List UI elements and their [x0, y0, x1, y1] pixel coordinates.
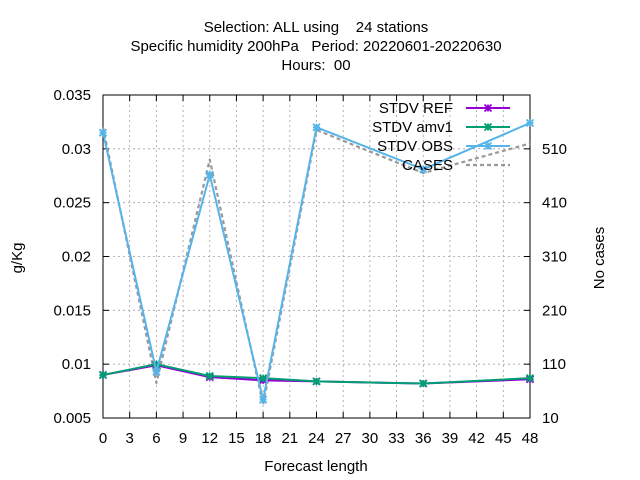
point-stdv-amv1: [419, 379, 428, 388]
y-tick-label: 0.025: [53, 195, 91, 212]
point-stdv-obs: [525, 118, 535, 128]
x-tick-label: 48: [522, 430, 539, 447]
point-stdv-obs: [205, 170, 214, 179]
x-tick-label: 30: [362, 430, 379, 447]
point-stdv-obs: [419, 165, 428, 174]
y-axis-label: g/Kg: [9, 243, 26, 274]
x-tick-label: 6: [152, 430, 160, 447]
point-stdv-obs: [152, 367, 161, 376]
y2-tick-label: 110: [542, 356, 566, 373]
y2-axis-label: No cases: [591, 227, 608, 290]
title-line-1: Selection: ALL using 24 stations: [204, 19, 429, 36]
x-tick-label: 42: [468, 430, 485, 447]
series-line-cases: [101, 127, 531, 406]
point-stdv-obs: [312, 123, 321, 132]
y2-tick-label: 10: [542, 410, 559, 427]
point-stdv-amv1: [258, 374, 268, 383]
plot-area: [98, 118, 535, 406]
y-tick-label: 0.015: [53, 302, 91, 319]
y2-tick-label: 510: [542, 141, 567, 158]
y2-tick-label: 310: [542, 249, 567, 266]
legend-label-stdv-obs: STDV OBS: [377, 138, 453, 155]
x-tick-label: 27: [335, 430, 352, 447]
plot-frame: [102, 94, 531, 419]
x-tick-label: 33: [388, 430, 405, 447]
point-stdv-amv1: [312, 377, 321, 386]
legend-marker-stdv-obs: [483, 141, 493, 151]
legend: STDV REF STDV amv1 STDV OBS CASES: [372, 100, 510, 174]
chart-title: Selection: ALL using 24 stations Specifi…: [130, 19, 501, 74]
legend-marker-stdv-amv1: [483, 122, 493, 132]
y-tick-label: 0.01: [62, 356, 91, 373]
point-stdv-obs: [258, 395, 268, 404]
y-tick-label: 0.005: [53, 410, 91, 427]
point-stdv-obs: [98, 128, 108, 137]
y2-tick-labels: 10 110 210 310 410 510: [542, 141, 567, 427]
y-tick-label: 0.035: [53, 87, 91, 104]
x-tick-label: 21: [281, 430, 298, 447]
x-tick-label: 3: [126, 430, 134, 447]
x-tick-label: 36: [415, 430, 432, 447]
point-stdv-amv1: [525, 374, 535, 383]
x-tick-label: 0: [99, 430, 107, 447]
y-tick-label: 0.02: [62, 249, 91, 266]
y-tick-label: 0.03: [62, 141, 91, 158]
x-tick-label: 45: [495, 430, 512, 447]
x-tick-label: 24: [308, 430, 325, 447]
x-tick-label: 9: [179, 430, 187, 447]
point-stdv-amv1: [205, 371, 214, 381]
legend-marker-stdv-ref: [483, 103, 493, 113]
title-line-3: Hours: 00: [281, 57, 350, 74]
grid: [103, 95, 530, 418]
y2-tick-label: 410: [542, 195, 567, 212]
point-stdv-amv1: [98, 370, 108, 380]
x-tick-labels: 0 3 6 9 12 15 18 21 24 27 30 33 36 39 42 45 48: [99, 430, 539, 447]
axes: [102, 94, 531, 419]
legend-label-stdv-ref: STDV REF: [379, 100, 453, 117]
title-line-2: Specific humidity 200hPa Period: 2022060…: [130, 38, 501, 55]
x-tick-label: 15: [228, 430, 245, 447]
legend-label-stdv-amv1: STDV amv1: [372, 119, 453, 136]
y-tick-labels: 0.005 0.01 0.015 0.02 0.025 0.03 0.035: [53, 87, 91, 427]
x-tick-label: 12: [201, 430, 218, 447]
legend-label-cases: CASES: [402, 157, 453, 174]
x-tick-label: 18: [255, 430, 272, 447]
y2-tick-label: 210: [542, 302, 567, 319]
x-tick-label: 39: [442, 430, 459, 447]
x-axis-label: Forecast length: [264, 458, 367, 475]
